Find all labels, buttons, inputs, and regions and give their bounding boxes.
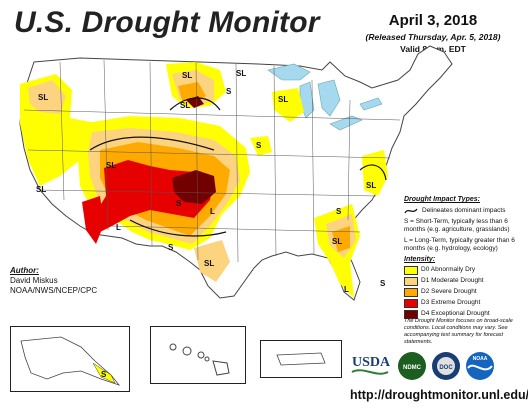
label-sl-1: SL (38, 93, 48, 102)
svg-text:USDA: USDA (352, 355, 391, 370)
hawaii-map (169, 343, 230, 376)
legend-d1: D1 Moderate Drought (404, 277, 524, 286)
label-s-2: S (256, 141, 262, 150)
label-sl-2: SL (36, 185, 46, 194)
valid-date: April 3, 2018 (388, 12, 478, 29)
swatch-d2 (404, 288, 418, 297)
label-s-6: S (168, 243, 174, 252)
label-s-3: S (226, 87, 232, 96)
legend-d1-label: D1 Moderate Drought (421, 277, 484, 284)
legend-d2-label: D2 Severe Drought (421, 288, 477, 295)
legend-d4-label: D4 Exceptional Drought (421, 310, 490, 317)
label-l-3: L (344, 285, 349, 294)
impact-line-text: Delineates dominant impacts (422, 207, 506, 214)
label-sl-7: SL (204, 259, 214, 268)
author-heading: Author: (10, 266, 39, 275)
impact-heading: Drought Impact Types: (404, 196, 480, 203)
usda-logo: USDA (351, 355, 391, 375)
doc-logo: DOC (432, 352, 460, 380)
author-name: David Miskus (10, 276, 58, 285)
impact-line-icon (404, 208, 418, 214)
url-link[interactable]: http://droughtmonitor.unl.edu/ (350, 388, 528, 402)
label-s-4: S (380, 279, 386, 288)
swatch-d1 (404, 277, 418, 286)
intensity-heading: Intensity: (404, 256, 436, 263)
label-s-5: S (336, 207, 342, 216)
alaska-inset: S (10, 326, 130, 392)
svg-text:NOAA: NOAA (473, 356, 488, 362)
label-l-2: L (210, 207, 215, 216)
s-definition: S = Short-Term, typically less than 6 mo… (404, 218, 510, 233)
puerto-rico-inset (260, 340, 342, 378)
legend-d3: D3 Extreme Drought (404, 299, 524, 308)
hawaii-inset (150, 326, 246, 384)
legend-blurb: The Drought Monitor focuses on broad-sca… (404, 318, 513, 345)
puerto-rico-map (276, 352, 326, 366)
state-boundaries (23, 59, 401, 263)
impact-line-legend: Delineates dominant impacts (404, 207, 524, 215)
partner-logos: USDA NDMC DOC NOAA (351, 352, 494, 380)
label-sl-6: SL (278, 95, 288, 104)
legend-d0-label: D0 Abnormally Dry (421, 266, 476, 273)
label-sl-5: SL (236, 69, 246, 78)
alaska-map: S (20, 336, 121, 386)
svg-text:DOC: DOC (439, 365, 453, 371)
label-s-1: S (176, 199, 182, 208)
label-sl-4: SL (182, 71, 192, 80)
swatch-d0 (404, 266, 418, 275)
legend-d3-label: D3 Extreme Drought (421, 299, 481, 306)
svg-text:NDMC: NDMC (403, 365, 422, 371)
author-block: Author: David Miskus NOAA/NWS/NCEP/CPC (10, 266, 97, 296)
label-sl-3: SL (106, 161, 116, 170)
ndmc-logo: NDMC (398, 352, 426, 380)
label-sl-10: SL (180, 101, 190, 110)
alaska-label-s: S (101, 370, 107, 379)
noaa-logo: NOAA (466, 352, 494, 380)
map-title: U.S. Drought Monitor (14, 6, 320, 39)
label-sl-8: SL (332, 237, 342, 246)
impact-lines (89, 97, 387, 237)
legend-d0: D0 Abnormally Dry (404, 266, 524, 275)
great-lakes (267, 63, 383, 131)
legend: Drought Impact Types: Delineates dominan… (404, 196, 524, 319)
legend-d2: D2 Severe Drought (404, 288, 524, 297)
label-sl-9: SL (366, 181, 376, 190)
swatch-d4 (404, 310, 418, 319)
swatch-d3 (404, 299, 418, 308)
legend-d4: D4 Exceptional Drought (404, 310, 524, 319)
label-l-1: L (116, 223, 121, 232)
author-org: NOAA/NWS/NCEP/CPC (10, 286, 98, 295)
l-definition: L = Long-Term, typically greater than 6 … (404, 237, 515, 252)
release-date: (Released Thursday, Apr. 5, 2018) (365, 32, 501, 42)
